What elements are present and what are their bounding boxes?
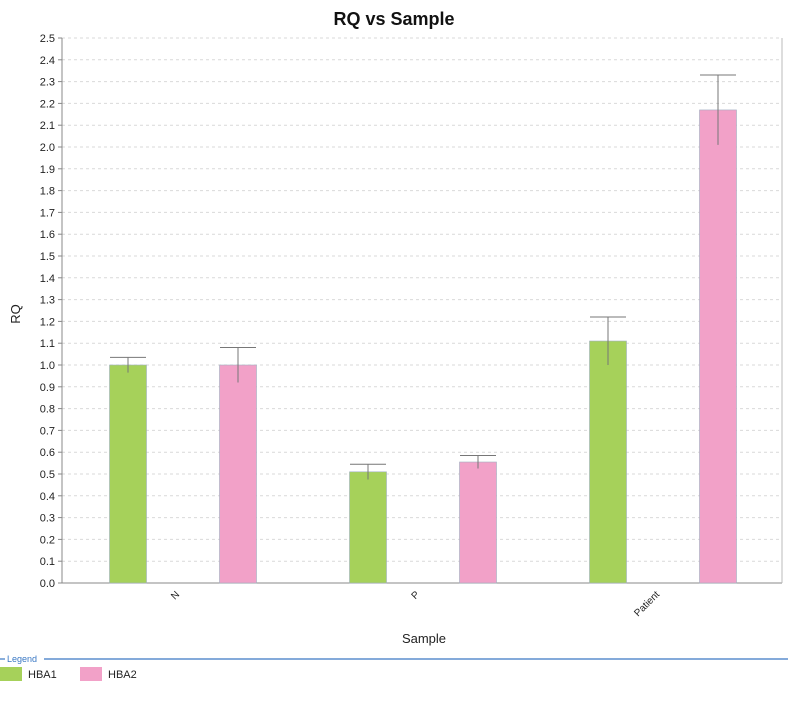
axes [58,37,783,584]
y-axis-label: RQ [8,304,23,324]
bar-hba2-n [219,364,257,584]
legend-swatch-hba1 [0,667,22,681]
bar-hba2-patient [699,109,737,584]
x-category-label: N [169,589,182,602]
y-tick-label: 1.7 [40,207,55,219]
y-tick-label: 1.5 [40,251,55,263]
legend-items: HBA1 HBA2 [0,667,137,681]
legend-label-hba2: HBA2 [108,669,137,681]
y-tick-label: 1.2 [40,316,55,328]
y-tick-label: 1.3 [40,295,55,307]
bar-hba1-p [349,471,387,584]
y-tick-label: 0.2 [40,534,55,546]
legend-label-hba1: HBA1 [28,669,57,681]
y-tick-label: 0.5 [40,469,55,481]
legend: Legend HBA1 HBA2 [0,654,788,681]
y-tick-label: 2.2 [40,98,55,110]
y-tick-label: 0.0 [40,578,55,590]
y-tick-label: 0.1 [40,556,55,568]
y-tick-label: 1.0 [40,360,55,372]
y-tick-label: 1.1 [40,338,55,350]
y-tick-label: 1.6 [40,229,55,241]
y-tick-label: 0.7 [40,425,55,437]
grid-lines [62,37,782,562]
y-tick-label: 2.0 [40,142,55,154]
x-category-label: P [410,589,423,602]
y-tick-label: 2.1 [40,120,55,132]
chart-title: RQ vs Sample [333,9,454,29]
bar-hba2-p [459,461,497,584]
y-tick-label: 0.8 [40,404,55,416]
y-tick-label: 2.5 [40,33,55,45]
legend-title: Legend [7,654,37,664]
y-tick-label: 2.3 [40,77,55,89]
bar-hba1-n [109,364,147,584]
y-tick-label: 2.4 [40,55,55,67]
bars [109,74,737,584]
y-tick-label: 0.3 [40,513,55,525]
x-category-label: Patient [632,589,662,619]
x-axis-label: Sample [402,631,446,646]
y-tick-labels: 0.0 0.1 0.2 0.3 0.4 0.5 0.6 0.7 0.8 0.9 1.0 1.1 1.2 1… [40,33,55,590]
y-tick-label: 0.4 [40,491,55,503]
y-tick-label: 1.9 [40,164,55,176]
y-tick-label: 1.8 [40,186,55,198]
y-tick-label: 0.6 [40,447,55,459]
bar-hba1-patient [589,340,627,584]
x-category-labels: N P Patient [169,589,662,619]
y-tick-label: 1.4 [40,273,55,285]
y-tick-label: 0.9 [40,382,55,394]
legend-swatch-hba2 [80,667,102,681]
